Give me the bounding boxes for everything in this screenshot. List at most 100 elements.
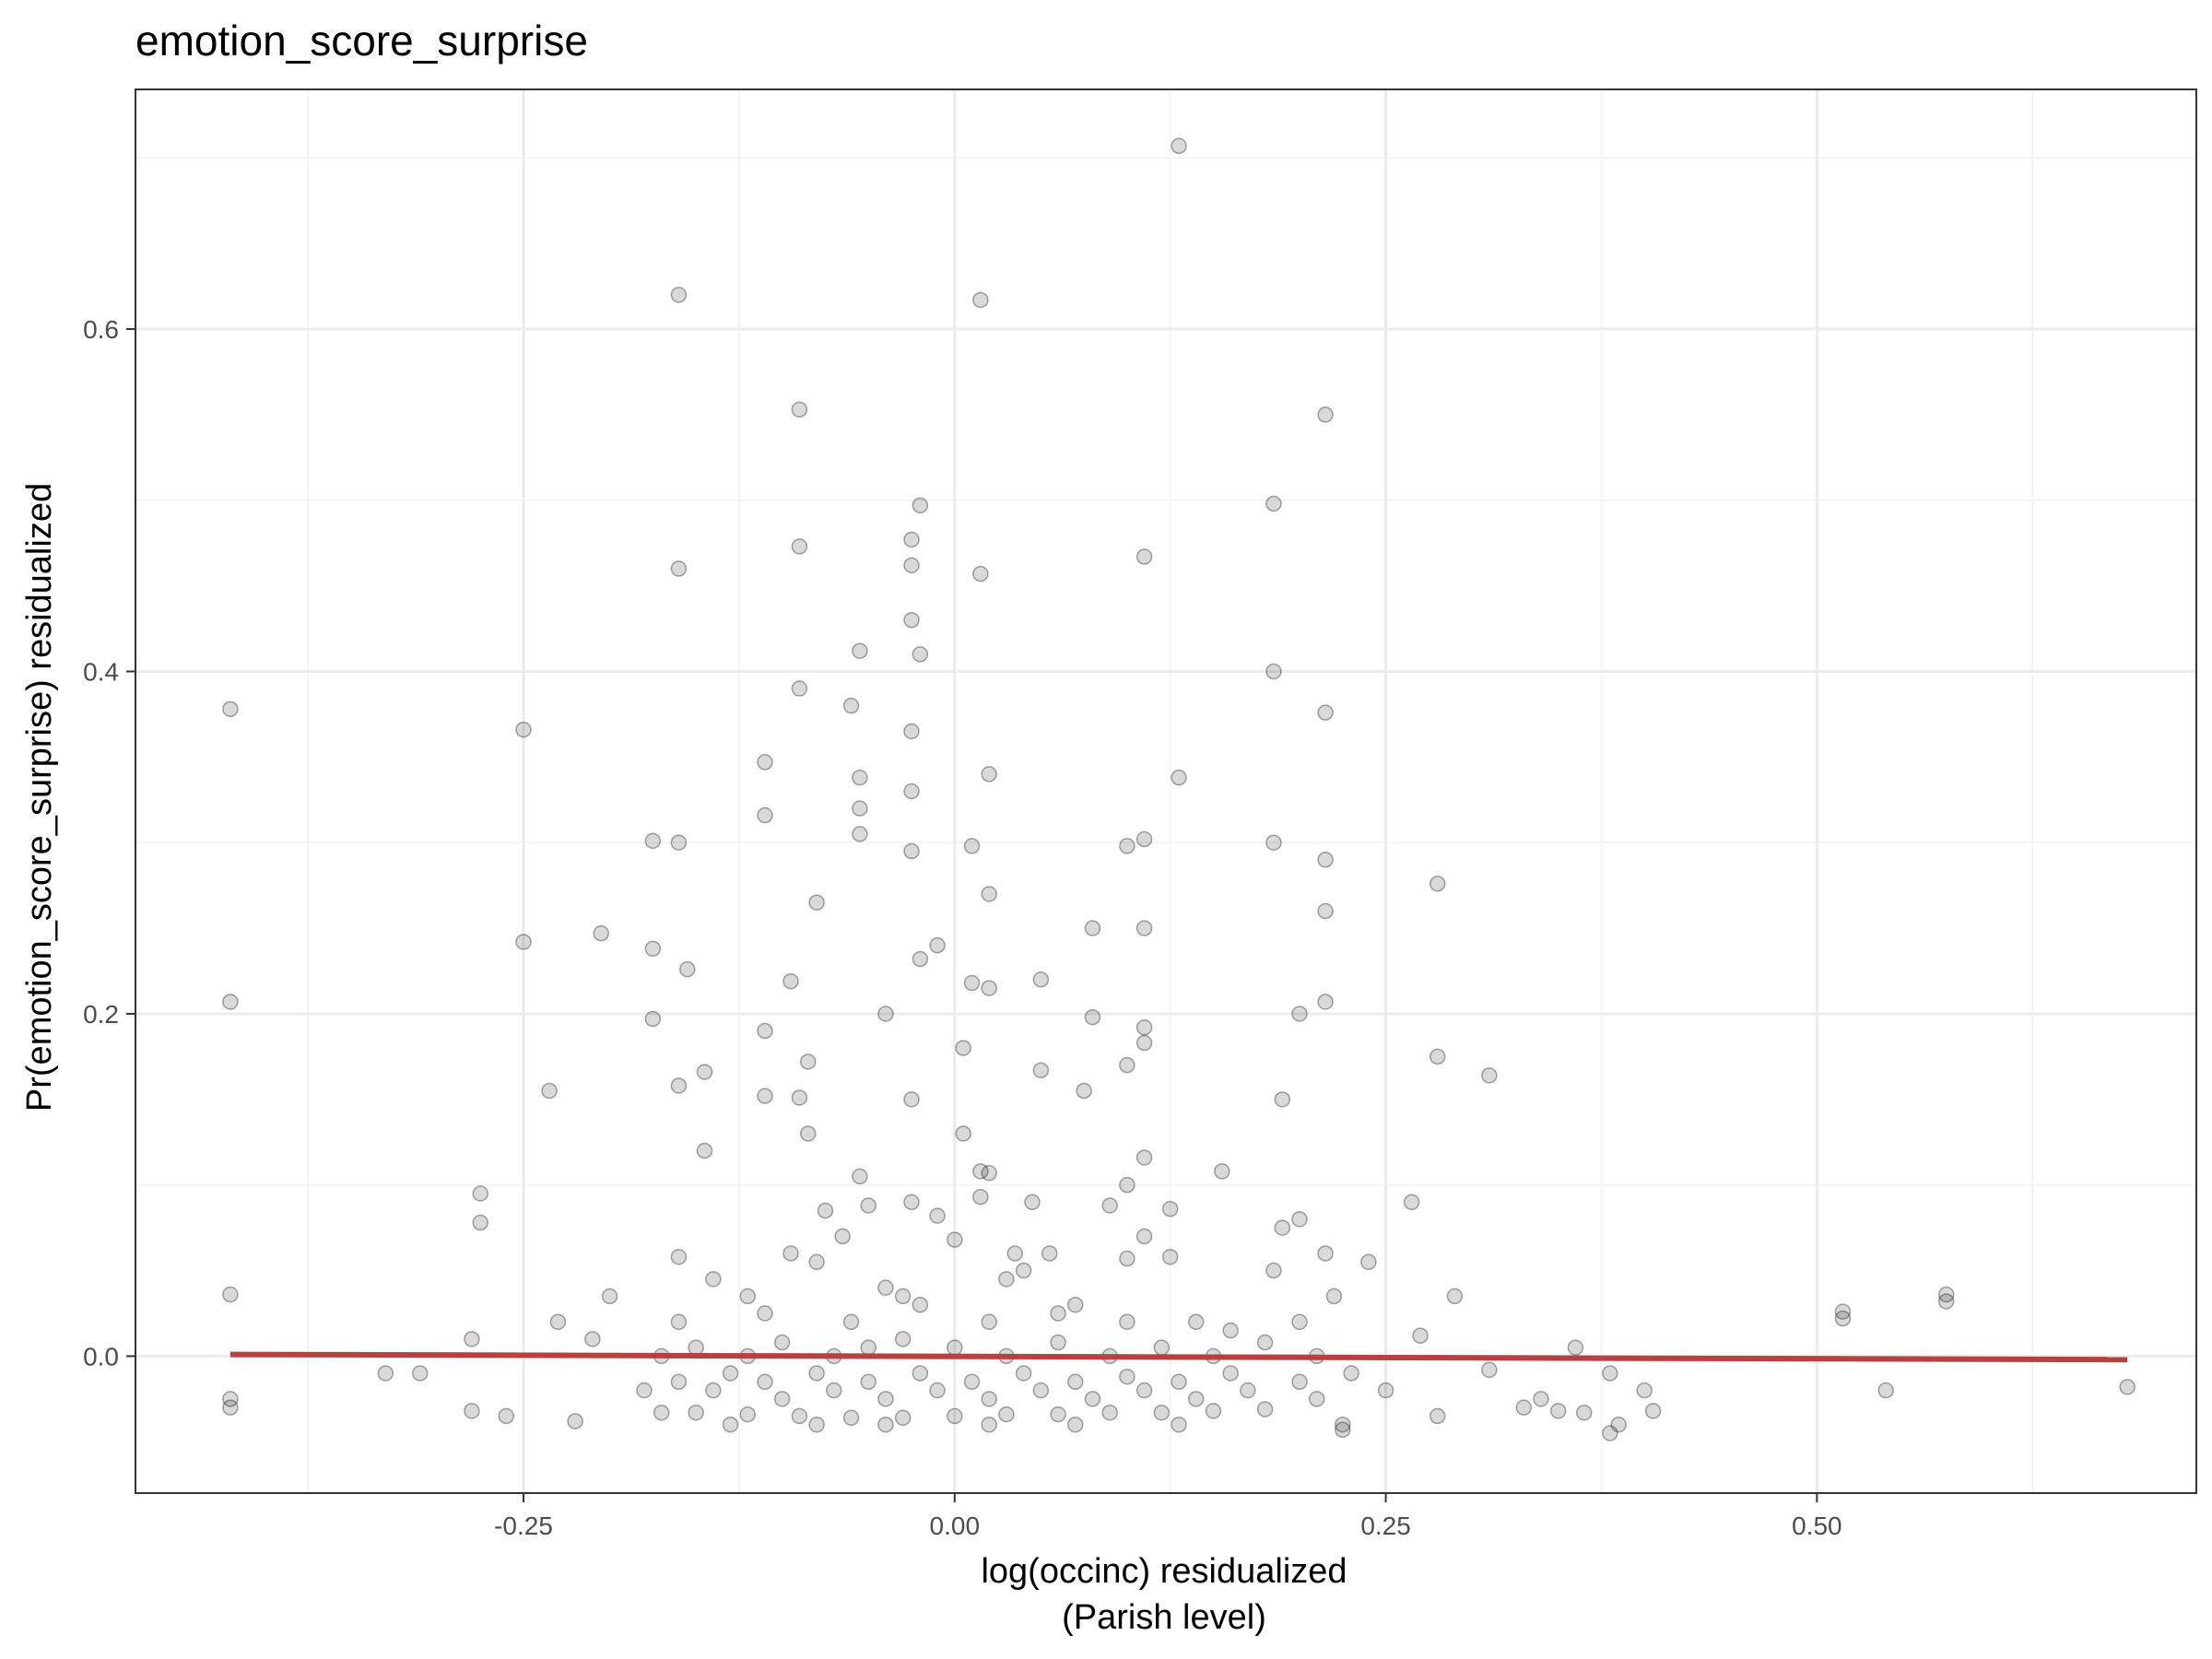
scatter-point	[826, 1382, 842, 1399]
scatter-point	[1274, 1091, 1291, 1108]
scatter-point	[955, 1040, 971, 1056]
scatter-point	[1135, 1228, 1153, 1245]
scatter-point	[670, 1373, 688, 1391]
scatter-point	[998, 1406, 1015, 1423]
scatter-point	[877, 1416, 894, 1433]
scatter-point	[903, 531, 920, 548]
scatter-point	[773, 1391, 791, 1407]
scatter-point	[852, 800, 868, 817]
scatter-point	[688, 1339, 704, 1356]
scatter-point	[1205, 1403, 1222, 1419]
scatter-point	[1291, 1313, 1308, 1331]
scatter-point	[1171, 1373, 1187, 1391]
scatter-point	[1119, 838, 1135, 854]
scatter-point	[1032, 1382, 1050, 1399]
scatter-point	[894, 1409, 912, 1427]
x-tick-label: 0.00	[930, 1512, 981, 1540]
scatter-point	[1602, 1365, 1618, 1382]
fit-line	[229, 1351, 2128, 1363]
scatter-point	[1274, 1219, 1291, 1236]
scatter-point	[670, 1077, 688, 1094]
scatter-point	[860, 1373, 877, 1391]
scatter-point	[541, 1082, 558, 1100]
scatter-point	[1015, 1262, 1032, 1279]
scatter-point	[981, 1416, 997, 1433]
scatter-point	[1317, 902, 1334, 920]
scatter-point	[929, 936, 946, 954]
y-axis-ticks: 0.0 0.2 0.4 0.6	[83, 315, 135, 1371]
scatter-point	[1119, 1368, 1135, 1385]
scatter-point	[696, 1064, 713, 1080]
scatter-point	[1317, 994, 1334, 1010]
scatter-point	[722, 1416, 739, 1433]
scatter-point	[1067, 1296, 1084, 1313]
scatter-point	[1446, 1288, 1464, 1305]
scatter-point	[903, 723, 920, 740]
scatter-point	[981, 1164, 997, 1182]
scatter-point	[222, 700, 239, 718]
scatter-point	[601, 1288, 618, 1305]
scatter-point	[791, 1089, 808, 1106]
scatter-point	[1256, 1334, 1274, 1351]
scatter-point	[1171, 1416, 1187, 1433]
scatter-point	[1240, 1382, 1256, 1399]
scatter-point	[670, 560, 688, 577]
scatter-point	[757, 806, 773, 824]
scatter-point	[636, 1382, 653, 1399]
scatter-point	[222, 994, 239, 1010]
scatter-point	[1050, 1305, 1066, 1322]
scatter-point	[791, 680, 808, 697]
scatter-point	[1877, 1382, 1894, 1399]
data-points	[222, 137, 2136, 1441]
scatter-point	[1481, 1067, 1498, 1084]
scatter-point	[705, 1271, 722, 1288]
y-tick-label: 0.2	[83, 1000, 119, 1029]
scatter-point	[1834, 1303, 1852, 1320]
scatter-point	[1024, 1194, 1041, 1211]
plot-panel	[135, 89, 2196, 1493]
scatter-point	[852, 1168, 868, 1185]
scatter-point	[757, 1305, 773, 1322]
scatter-point	[549, 1313, 567, 1331]
plot-border	[135, 88, 2197, 1494]
scatter-point	[912, 1365, 929, 1382]
scatter-point	[860, 1197, 877, 1214]
scatter-point	[644, 1010, 662, 1028]
scatter-point	[834, 1228, 851, 1245]
scatter-point	[1429, 1407, 1446, 1425]
scatter-point	[696, 1142, 713, 1159]
scatter-point	[1429, 1048, 1446, 1065]
scatter-point	[222, 1391, 239, 1407]
scatter-point	[1161, 1200, 1179, 1218]
scatter-point	[1412, 1327, 1429, 1344]
y-tick-label: 0.6	[83, 315, 119, 344]
scatter-point	[1265, 1262, 1282, 1279]
y-tick-label: 0.0	[83, 1342, 119, 1371]
x-tick-label: -0.25	[494, 1512, 553, 1540]
scatter-point	[808, 894, 825, 911]
scatter-point	[1067, 1373, 1084, 1391]
scatter-point	[1291, 1373, 1308, 1391]
scatter-point	[1119, 1313, 1135, 1331]
scatter-point	[653, 1404, 670, 1421]
scatter-point	[670, 1248, 688, 1265]
scatter-point	[1575, 1404, 1593, 1421]
scatter-point	[1265, 495, 1282, 512]
scatter-point	[644, 940, 662, 958]
scatter-point	[799, 1125, 817, 1142]
scatter-point	[1101, 1404, 1118, 1421]
scatter-point	[1050, 1334, 1066, 1351]
scatter-point	[903, 1091, 920, 1108]
scatter-point	[1171, 137, 1187, 155]
scatter-point	[670, 1313, 688, 1331]
scatter-point	[981, 886, 997, 902]
scatter-point	[791, 538, 808, 555]
scatter-point	[1937, 1293, 1955, 1310]
scatter-point	[464, 1403, 480, 1419]
scatter-point	[981, 1391, 997, 1407]
scatter-point	[903, 782, 920, 800]
scatter-point	[791, 1407, 808, 1425]
x-axis-ticks: -0.25 0.00 0.25 0.50	[494, 1493, 1842, 1540]
scatter-point	[567, 1413, 583, 1430]
scatter-point	[1135, 1382, 1153, 1399]
